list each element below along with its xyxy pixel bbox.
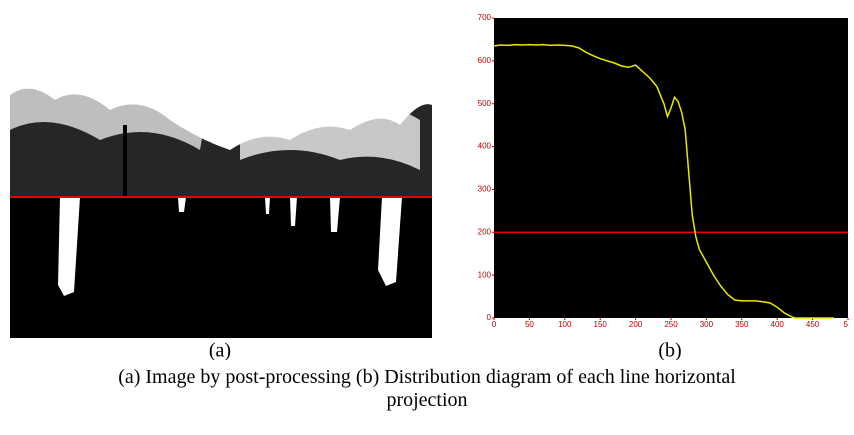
projection-line: [493, 43, 834, 319]
processed-image: [10, 5, 432, 338]
x-tick-label: 250: [664, 320, 678, 329]
panel-label: (a): [209, 340, 231, 360]
y-tick-label: 300: [478, 185, 492, 194]
plot-background: [494, 18, 848, 318]
y-tick-label: 100: [478, 270, 492, 279]
y-tick-label: 500: [478, 99, 492, 108]
x-tick-label: 400: [771, 320, 785, 329]
panel-label: (b): [658, 340, 681, 360]
caption: (a) Image by post-processing (b) Distrib…: [118, 366, 736, 411]
x-tick-label: 150: [594, 320, 608, 329]
x-tick-label: 5: [844, 320, 849, 329]
y-tick-label: 600: [478, 56, 492, 65]
x-tick-label: 300: [700, 320, 714, 329]
x-tick-label: 0: [492, 320, 497, 329]
x-tick-label: 200: [629, 320, 643, 329]
x-tick-label: 350: [735, 320, 749, 329]
figure: (a) (b) 0 100 200 300 400 500 600 700 0 50 100 150 2…: [10, 5, 849, 360]
y-tick-label: 200: [478, 227, 492, 236]
projection-chart: 0 100 200 300 400 500 600 700 0 50 100 150 200 250 300…: [478, 13, 849, 329]
y-tick-label: 700: [478, 13, 492, 22]
x-tick-label: 450: [806, 320, 820, 329]
y-tick-label: 0: [487, 313, 492, 322]
x-tick-label: 100: [558, 320, 572, 329]
y-tick-label: 400: [478, 142, 492, 151]
x-tick-label: 50: [525, 320, 534, 329]
